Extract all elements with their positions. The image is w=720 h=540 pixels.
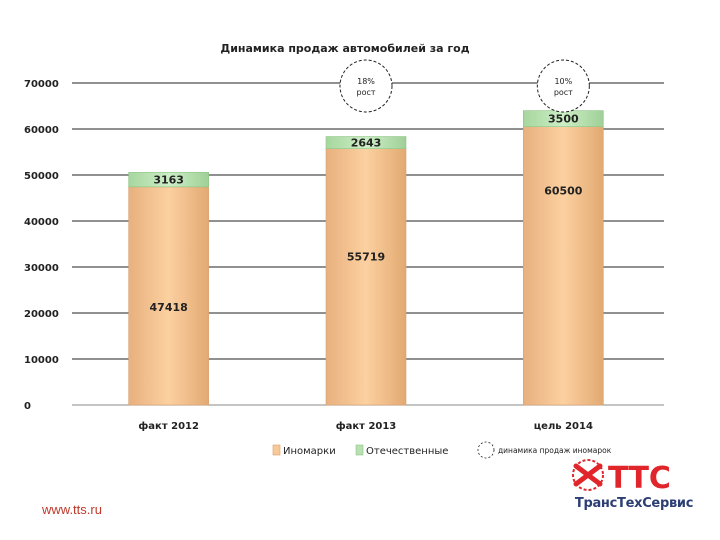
site-url-link[interactable]: www.tts.ru: [42, 502, 102, 517]
logo-mark-icon: ТТС: [572, 459, 671, 496]
growth-circle-1: [536, 59, 590, 113]
y-tick-label-50000: 50000: [24, 171, 59, 182]
y-tick-label-60000: 60000: [24, 125, 59, 136]
y-tick-label-40000: 40000: [24, 217, 59, 228]
bar-otech-1: [325, 136, 407, 149]
legend-swatch-inomarki: [272, 444, 281, 456]
data-label-otech-2: 3500: [548, 113, 579, 126]
legend-label-inomarki: Иномарки: [283, 446, 336, 457]
legend-label-otech: Отечественные: [366, 446, 448, 457]
growth-label-1-1: рост: [554, 88, 573, 97]
data-label-inomarki-1: 55719: [347, 250, 385, 263]
logo-wordmark: ТрансТехСервис: [574, 496, 694, 511]
bar-inomarki-0: [128, 186, 209, 406]
x-tick-label-1: факт 2013: [336, 420, 397, 432]
growth-circle-0: [339, 59, 393, 113]
y-tick-label-70000: 70000: [24, 79, 59, 90]
tts-logo: ТТС ТрансТехСервис: [568, 458, 700, 518]
y-tick-label-30000: 30000: [24, 263, 59, 274]
legend-label-growth: динамика продаж иномарок: [498, 446, 612, 455]
y-tick-label-10000: 10000: [24, 355, 59, 366]
x-tick-label-2: цель 2014: [534, 421, 593, 432]
data-label-otech-1: 2643: [351, 137, 382, 150]
x-tick-label-0: факт 2012: [138, 420, 199, 432]
logo-text: ТТС: [608, 461, 671, 496]
growth-label-0-1: рост: [356, 88, 375, 97]
y-tick-label-20000: 20000: [24, 309, 59, 320]
growth-label-1-0: 10%: [554, 77, 572, 86]
data-label-inomarki-0: 47418: [150, 301, 188, 314]
bar-inomarki-2: [523, 126, 604, 406]
y-tick-label-0: 0: [24, 401, 31, 412]
data-label-otech-0: 3163: [153, 174, 184, 187]
growth-label-0-0: 18%: [357, 77, 375, 86]
legend-swatch-growth-icon: [477, 441, 495, 459]
bar-otech-0: [128, 172, 209, 188]
chart-title: Динамика продаж автомобилей за год: [220, 42, 469, 55]
bar-inomarki-1: [325, 148, 407, 406]
data-label-inomarki-2: 60500: [544, 185, 583, 198]
legend-swatch-otech: [355, 444, 364, 456]
